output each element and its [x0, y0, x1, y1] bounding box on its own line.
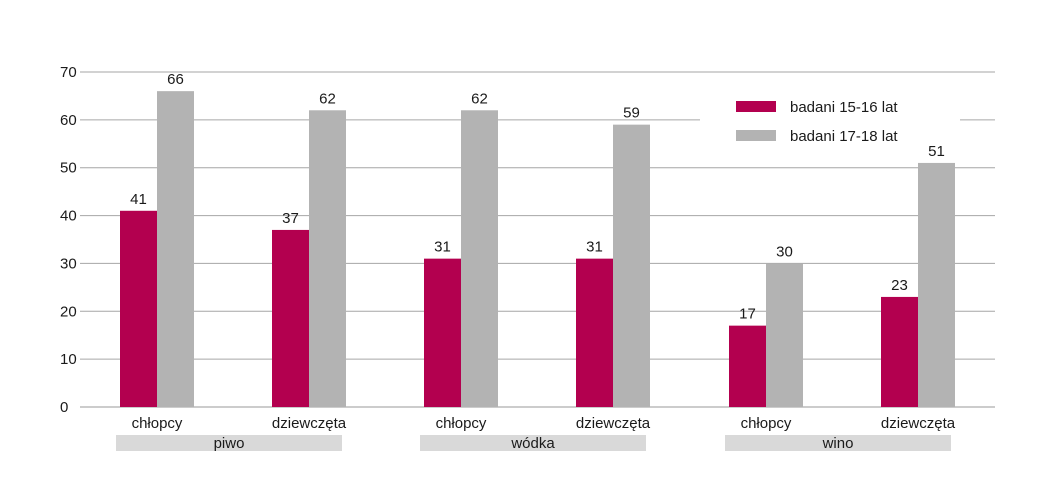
data-label: 17 [739, 306, 756, 323]
x-axis-categories: chłopcy dziewczęta chłopcy dziewczęta chłopc… [132, 415, 956, 432]
data-label: 31 [586, 239, 603, 256]
legend-swatch [736, 101, 776, 112]
y-tick-label: 50 [60, 160, 77, 177]
bar-series-1 [272, 229, 309, 407]
category-label: chłopcy [132, 415, 183, 432]
data-label: 66 [167, 71, 184, 88]
legend: badani 15-16 lat badani 17-18 lat [700, 85, 960, 150]
category-label: chłopcy [741, 415, 792, 432]
data-label: 41 [130, 191, 147, 208]
y-tick-label: 10 [60, 351, 77, 368]
bars [120, 91, 955, 408]
legend-swatch [736, 130, 776, 141]
bar-series-2 [309, 110, 346, 408]
y-tick-label: 0 [60, 399, 68, 416]
y-tick-label: 60 [60, 112, 77, 129]
category-label: dziewczęta [272, 415, 347, 432]
bar-series-2 [918, 162, 955, 407]
bar-series-1 [729, 325, 766, 407]
legend-label: badani 15-16 lat [790, 99, 898, 116]
category-label: dziewczęta [881, 415, 956, 432]
y-tick-label: 70 [60, 64, 77, 81]
bar-series-1 [881, 296, 918, 407]
bar-series-2 [157, 91, 194, 408]
data-label: 30 [776, 243, 793, 260]
data-label: 62 [319, 90, 336, 107]
y-tick-label: 40 [60, 208, 77, 225]
group-band [725, 435, 951, 451]
bar-series-1 [576, 258, 613, 407]
value-labels: 41 66 37 62 31 62 31 59 17 30 23 51 [130, 71, 945, 323]
x-axis-groups: piwo wódka wino [116, 435, 951, 452]
data-label: 62 [471, 90, 488, 107]
gridlines [80, 71, 995, 408]
bar-series-1 [424, 258, 461, 407]
data-label: 37 [282, 210, 299, 227]
y-axis-ticks: 0 10 20 30 40 50 60 70 [60, 64, 77, 416]
bar-series-2 [766, 263, 803, 407]
y-tick-label: 30 [60, 255, 77, 272]
data-label: 31 [434, 239, 451, 256]
bar-series-1 [120, 210, 157, 407]
category-label: chłopcy [436, 415, 487, 432]
group-label: wódka [510, 435, 555, 452]
group-label: wino [822, 435, 854, 452]
bar-series-2 [461, 110, 498, 408]
category-label: dziewczęta [576, 415, 651, 432]
group-band [420, 435, 646, 451]
data-label: 23 [891, 277, 908, 294]
bar-series-2 [613, 124, 650, 408]
group-band [116, 435, 342, 451]
y-tick-label: 20 [60, 303, 77, 320]
legend-label: badani 17-18 lat [790, 128, 898, 145]
group-label: piwo [214, 435, 245, 452]
data-label: 59 [623, 105, 640, 122]
data-label: 51 [928, 143, 945, 160]
